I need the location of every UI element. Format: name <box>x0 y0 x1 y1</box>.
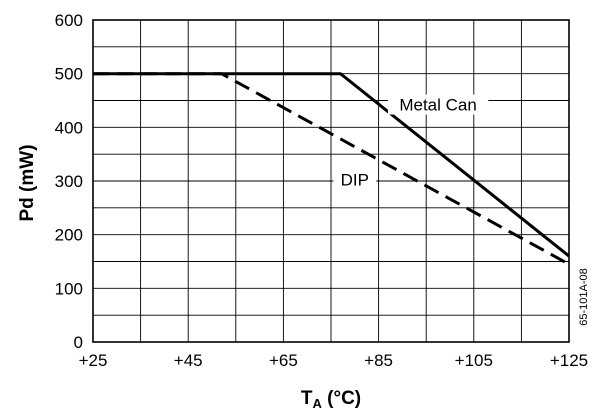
y-tick-label: 0 <box>74 333 83 352</box>
x-axis-title-main: T <box>301 388 313 409</box>
x-axis-title: TA (°C) <box>301 388 361 411</box>
annotation-label: Metal Can <box>399 96 476 115</box>
x-axis-title-subscript: A <box>312 396 322 411</box>
y-tick-label: 300 <box>55 172 83 191</box>
annotation-background <box>333 169 377 190</box>
reference-code: 65-101A-08 <box>578 268 590 326</box>
annotations: Metal Can DIP <box>333 94 489 190</box>
x-tick-labels: +25 +45 +65 +85 +105 +125 <box>79 351 589 370</box>
annotation-label: DIP <box>341 171 369 190</box>
y-tick-labels: 0 100 200 300 400 500 600 <box>55 11 83 352</box>
y-axis-title: Pd (mW) <box>17 144 38 221</box>
series-dip <box>93 72 570 266</box>
y-tick-label: 600 <box>55 11 83 30</box>
grid <box>92 19 570 343</box>
x-tick-label: +125 <box>550 351 588 370</box>
annotation-background <box>387 94 489 115</box>
series-layer <box>93 72 570 266</box>
y-tick-label: 100 <box>55 279 83 298</box>
x-tick-label: +45 <box>174 351 203 370</box>
y-tick-label: 400 <box>55 118 83 137</box>
x-tick-label: +105 <box>455 351 493 370</box>
x-axis-title-unit: (°C) <box>322 388 361 409</box>
plot-frame <box>92 19 570 343</box>
y-tick-label: 200 <box>55 226 83 245</box>
x-tick-label: +85 <box>364 351 393 370</box>
y-tick-label: 500 <box>55 65 83 84</box>
x-tick-label: +65 <box>269 351 298 370</box>
x-tick-label: +25 <box>79 351 108 370</box>
